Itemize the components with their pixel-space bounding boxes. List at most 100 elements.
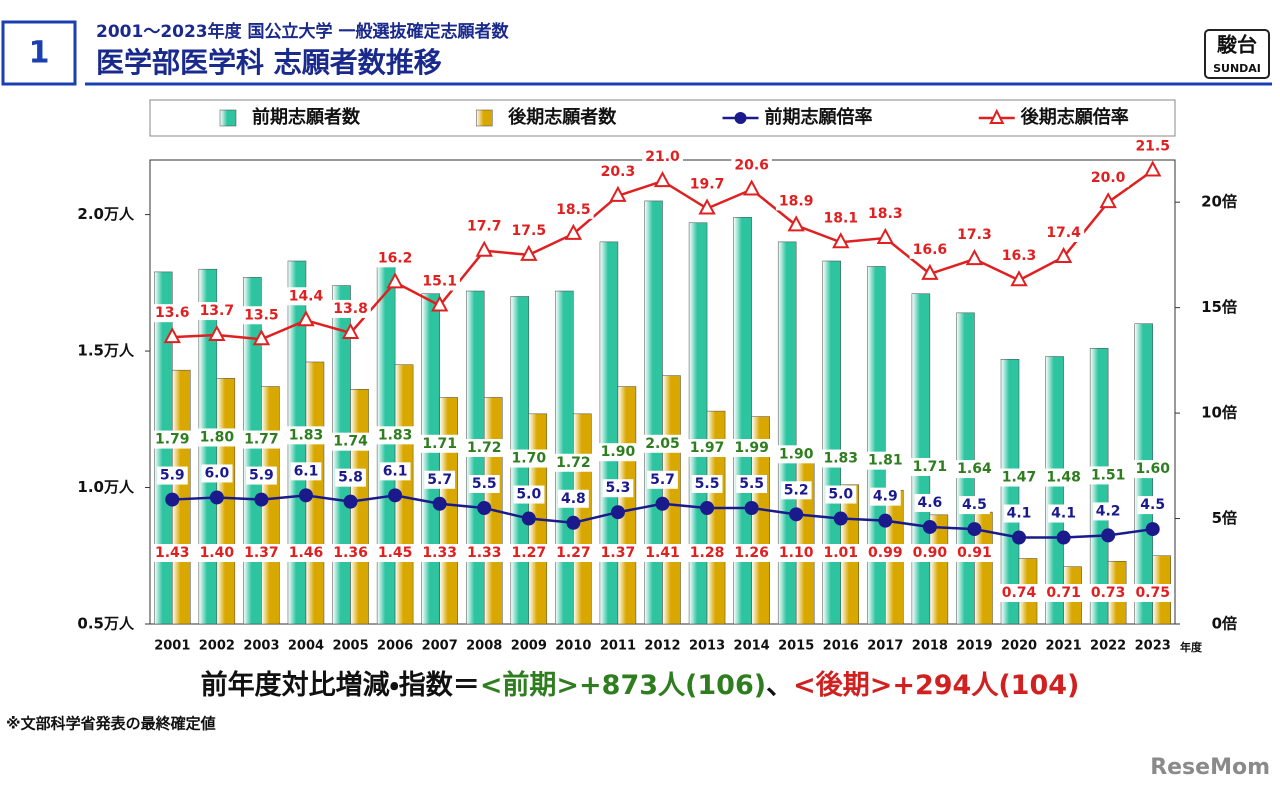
bar bbox=[465, 290, 485, 625]
logo-kanji: 駿台 bbox=[1216, 33, 1257, 57]
data-label: 5.3 bbox=[606, 480, 631, 496]
data-label: 1.43 bbox=[155, 545, 190, 561]
marker bbox=[1145, 522, 1160, 537]
x-tick-label: 2011 bbox=[600, 639, 636, 654]
bar bbox=[929, 514, 949, 625]
marker bbox=[965, 249, 984, 266]
data-label-bg bbox=[508, 221, 550, 240]
data-label: 1.83 bbox=[823, 451, 858, 467]
x-tick-label: 2010 bbox=[555, 639, 591, 654]
data-label-bg bbox=[330, 432, 372, 451]
data-label: 1.79 bbox=[155, 432, 190, 448]
data-label-bg bbox=[513, 485, 545, 504]
data-label: 1.48 bbox=[1046, 470, 1081, 486]
data-label: 6.0 bbox=[204, 465, 229, 481]
data-label-bg bbox=[379, 462, 411, 481]
data-label: 1.10 bbox=[779, 545, 814, 561]
data-label: 17.3 bbox=[957, 227, 992, 243]
data-label-bg bbox=[1043, 468, 1084, 487]
x-tick-label: 2005 bbox=[332, 639, 368, 654]
legend-label: 前期志願者数 bbox=[252, 106, 361, 128]
marker bbox=[1101, 528, 1116, 543]
marker bbox=[742, 179, 761, 196]
marker bbox=[520, 244, 538, 261]
data-label: 1.40 bbox=[200, 545, 235, 561]
data-label: 0.99 bbox=[868, 545, 903, 561]
data-label: 1.71 bbox=[422, 436, 457, 452]
data-label: 0.71 bbox=[1046, 585, 1081, 601]
marker bbox=[297, 310, 315, 327]
data-label-bg bbox=[463, 544, 505, 562]
data-label: 0.74 bbox=[1002, 585, 1037, 601]
data-label: 6.1 bbox=[294, 463, 319, 479]
data-label: 1.60 bbox=[1135, 461, 1170, 477]
marker bbox=[787, 215, 805, 232]
data-label-bg bbox=[508, 544, 550, 562]
data-label-bg bbox=[1043, 224, 1085, 243]
marker bbox=[698, 198, 716, 215]
data-label: 1.45 bbox=[378, 545, 413, 561]
data-label: 20.6 bbox=[734, 158, 769, 174]
bar bbox=[1000, 358, 1020, 625]
data-label: 5.0 bbox=[828, 487, 853, 503]
data-label-bg bbox=[424, 470, 456, 489]
summary-lead: 前年度対比増減・指数＝ bbox=[201, 669, 480, 701]
data-label-bg bbox=[335, 468, 366, 487]
marker bbox=[1144, 160, 1162, 177]
data-label: 1.81 bbox=[868, 453, 903, 469]
bar bbox=[1045, 356, 1064, 625]
data-label: 1.01 bbox=[823, 545, 858, 561]
legend-label: 前期志願倍率 bbox=[765, 106, 873, 128]
marker bbox=[298, 488, 313, 503]
marker bbox=[432, 496, 447, 511]
data-label: 15.1 bbox=[422, 274, 457, 290]
data-label: 1.33 bbox=[422, 545, 457, 561]
summary: 前年度対比増減・指数＝<前期>+873人(106)、<後期>+294人(104) bbox=[201, 669, 1080, 701]
data-label-bg bbox=[374, 249, 416, 268]
data-label: 1.26 bbox=[734, 545, 769, 561]
data-label-bg bbox=[553, 544, 594, 562]
marker bbox=[254, 492, 269, 507]
data-label: 0.73 bbox=[1091, 585, 1126, 601]
bar bbox=[751, 416, 770, 625]
data-label: 5.7 bbox=[650, 472, 675, 488]
data-label-bg bbox=[909, 240, 951, 259]
data-label: 1.37 bbox=[244, 545, 279, 561]
data-label: 17.4 bbox=[1046, 225, 1081, 241]
data-label-bg bbox=[820, 449, 862, 468]
x-tick-label: 2012 bbox=[644, 639, 680, 654]
data-label-bg bbox=[825, 485, 857, 504]
data-label-bg bbox=[998, 247, 1040, 266]
data-label-bg bbox=[959, 496, 990, 515]
data-label-bg bbox=[285, 544, 327, 562]
data-label-bg bbox=[865, 205, 906, 224]
y2-tick-label: 10倍 bbox=[1201, 404, 1237, 422]
data-label: 4.9 bbox=[873, 489, 898, 505]
number-box bbox=[1, 20, 77, 86]
data-label-bg bbox=[196, 428, 238, 447]
data-label-bg bbox=[463, 217, 505, 236]
y2-tick-label: 0倍 bbox=[1212, 615, 1237, 633]
y2-tick-label: 15倍 bbox=[1201, 298, 1237, 316]
data-label-bg bbox=[731, 544, 772, 562]
marker bbox=[878, 513, 893, 528]
legend-label: 後期志願倍率 bbox=[1020, 106, 1129, 128]
data-label-bg bbox=[775, 192, 817, 211]
data-label: 5.7 bbox=[427, 472, 452, 488]
data-label: 1.83 bbox=[289, 427, 324, 443]
x-tick-label: 2006 bbox=[377, 639, 413, 654]
x-tick-label: 2018 bbox=[912, 639, 948, 654]
marker bbox=[1054, 246, 1073, 264]
data-label-bg bbox=[954, 544, 995, 562]
data-label-bg bbox=[691, 475, 723, 493]
data-label-bg bbox=[869, 487, 901, 506]
bar bbox=[243, 277, 262, 625]
data-label-bg bbox=[201, 464, 233, 483]
data-label-bg bbox=[241, 306, 282, 325]
data-label: 1.27 bbox=[556, 545, 591, 561]
data-label-bg bbox=[468, 475, 500, 493]
data-label-bg bbox=[642, 434, 683, 453]
x-tick-label: 2016 bbox=[823, 639, 859, 654]
x-unit: 年度 bbox=[1180, 640, 1203, 654]
